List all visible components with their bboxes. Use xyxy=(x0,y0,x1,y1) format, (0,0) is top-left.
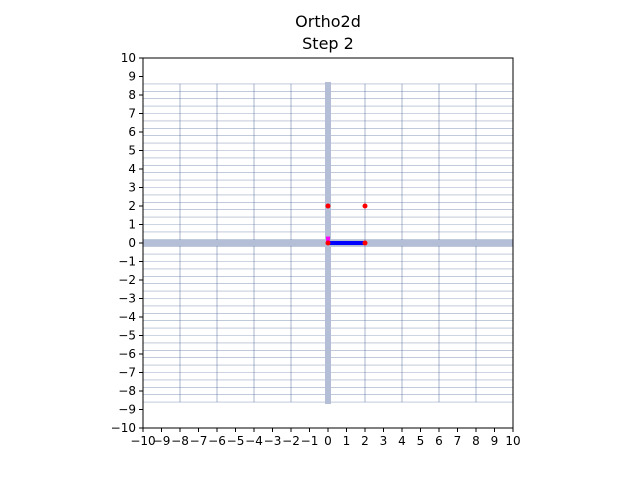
y-tick-label: 10 xyxy=(121,51,136,65)
x-tick-label: 7 xyxy=(454,434,462,448)
x-tick-label: 0 xyxy=(324,434,332,448)
y-tick-label: 1 xyxy=(128,218,136,232)
y-tick-label: −2 xyxy=(118,273,136,287)
x-tick-label: 2 xyxy=(361,434,369,448)
x-axis: −10−9 −8 −7 −6 −5 −4 −3 −2 −1 0 1 2 3 4 5 6 7 8 9 10 xyxy=(130,428,521,448)
y-tick-label: −1 xyxy=(118,255,136,269)
x-tick-label: −8 xyxy=(171,434,189,448)
x-tick-label: −1 xyxy=(301,434,319,448)
x-tick-label: 5 xyxy=(417,434,425,448)
x-tick-label: 6 xyxy=(435,434,443,448)
x-tick-label: 3 xyxy=(380,434,388,448)
x-tick-label: −6 xyxy=(208,434,226,448)
y-tick-label: 8 xyxy=(128,88,136,102)
x-tick-label: −3 xyxy=(264,434,282,448)
y-tick-label: −4 xyxy=(118,310,136,324)
x-tick-label: 8 xyxy=(472,434,480,448)
data-point xyxy=(325,240,331,246)
x-tick-label: −4 xyxy=(245,434,263,448)
data-point xyxy=(362,203,368,209)
x-tick-label: 10 xyxy=(505,434,520,448)
x-tick-label: 9 xyxy=(491,434,499,448)
y-tick-label: −3 xyxy=(118,292,136,306)
y-tick-label: −7 xyxy=(118,366,136,380)
y-tick-label: 2 xyxy=(128,199,136,213)
data-point xyxy=(362,240,368,246)
y-tick-label: 4 xyxy=(128,162,136,176)
chart-title: Ortho2d xyxy=(295,12,361,31)
x-tick-label: −7 xyxy=(190,434,208,448)
x-tick-label: −5 xyxy=(227,434,245,448)
y-tick-label: 0 xyxy=(128,236,136,250)
y-tick-label: 5 xyxy=(128,144,136,158)
y-tick-label: −5 xyxy=(118,329,136,343)
y-tick-label: 6 xyxy=(128,125,136,139)
mark-layer xyxy=(325,203,368,246)
x-tick-label: −9 xyxy=(153,434,171,448)
data-point xyxy=(325,203,331,209)
y-tick-label: −8 xyxy=(118,384,136,398)
x-tick-label: 1 xyxy=(343,434,351,448)
y-tick-label: −6 xyxy=(118,347,136,361)
x-tick-label: −2 xyxy=(282,434,300,448)
chart-subtitle: Step 2 xyxy=(302,34,354,53)
y-tick-label: −9 xyxy=(118,403,136,417)
y-tick-label: 7 xyxy=(128,107,136,121)
y-tick-label: 3 xyxy=(128,181,136,195)
x-tick-label: −10 xyxy=(130,434,155,448)
y-tick-label: 9 xyxy=(128,70,136,84)
grid-layer xyxy=(143,82,513,404)
y-tick-label: −10 xyxy=(111,421,136,435)
x-tick-label: 4 xyxy=(398,434,406,448)
